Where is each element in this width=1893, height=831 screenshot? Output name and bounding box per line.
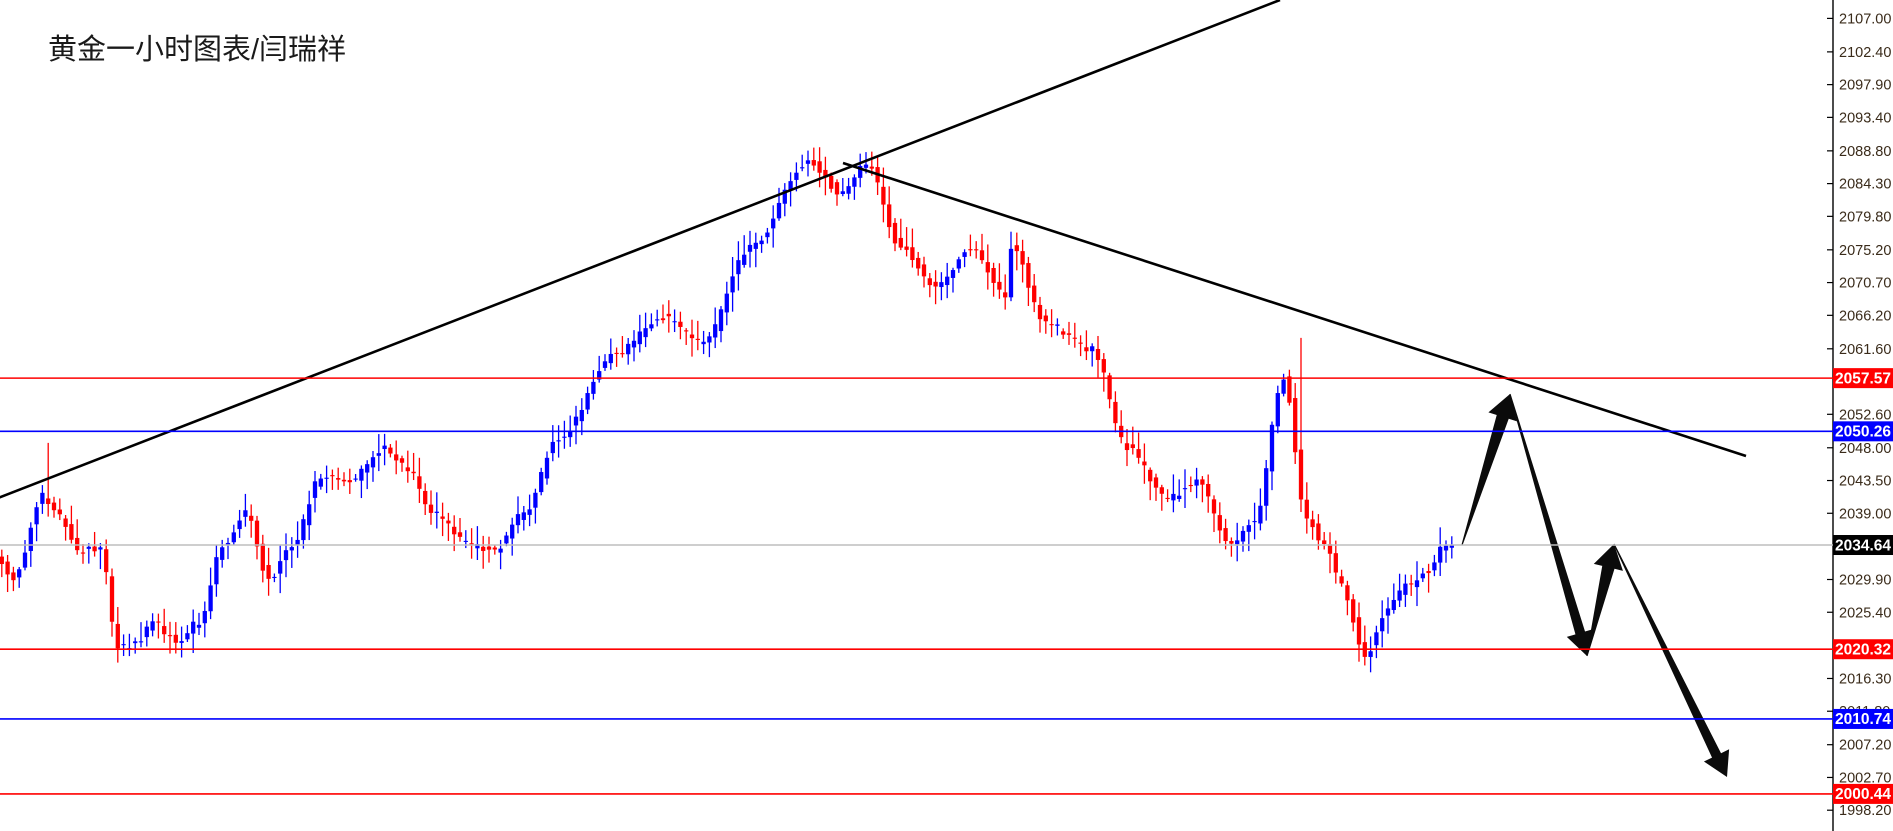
svg-text:2034.64: 2034.64 [1835, 537, 1891, 554]
svg-text:2007.20: 2007.20 [1839, 738, 1891, 754]
svg-text:2000.44: 2000.44 [1835, 786, 1891, 803]
svg-text:1998.20: 1998.20 [1839, 803, 1891, 819]
svg-text:2097.90: 2097.90 [1839, 78, 1891, 94]
svg-text:2102.40: 2102.40 [1839, 45, 1891, 61]
svg-text:2052.60: 2052.60 [1839, 407, 1891, 423]
svg-text:2029.90: 2029.90 [1839, 573, 1891, 589]
svg-text:2025.40: 2025.40 [1839, 605, 1891, 621]
svg-text:2070.70: 2070.70 [1839, 276, 1891, 292]
svg-text:2048.00: 2048.00 [1839, 441, 1891, 457]
svg-text:2016.30: 2016.30 [1839, 671, 1891, 687]
svg-text:2107.00: 2107.00 [1839, 11, 1891, 27]
svg-text:2039.00: 2039.00 [1839, 506, 1891, 522]
svg-text:2084.30: 2084.30 [1839, 177, 1891, 193]
svg-text:2079.80: 2079.80 [1839, 209, 1891, 225]
svg-text:2093.40: 2093.40 [1839, 110, 1891, 126]
svg-text:2088.80: 2088.80 [1839, 144, 1891, 160]
svg-text:2050.26: 2050.26 [1835, 424, 1891, 441]
svg-text:2010.74: 2010.74 [1835, 711, 1891, 728]
svg-text:2043.50: 2043.50 [1839, 474, 1891, 490]
svg-text:2020.32: 2020.32 [1835, 642, 1891, 659]
svg-text:2075.20: 2075.20 [1839, 243, 1891, 259]
svg-text:2061.60: 2061.60 [1839, 342, 1891, 358]
svg-text:2066.20: 2066.20 [1839, 308, 1891, 324]
svg-text:2057.57: 2057.57 [1835, 370, 1891, 387]
